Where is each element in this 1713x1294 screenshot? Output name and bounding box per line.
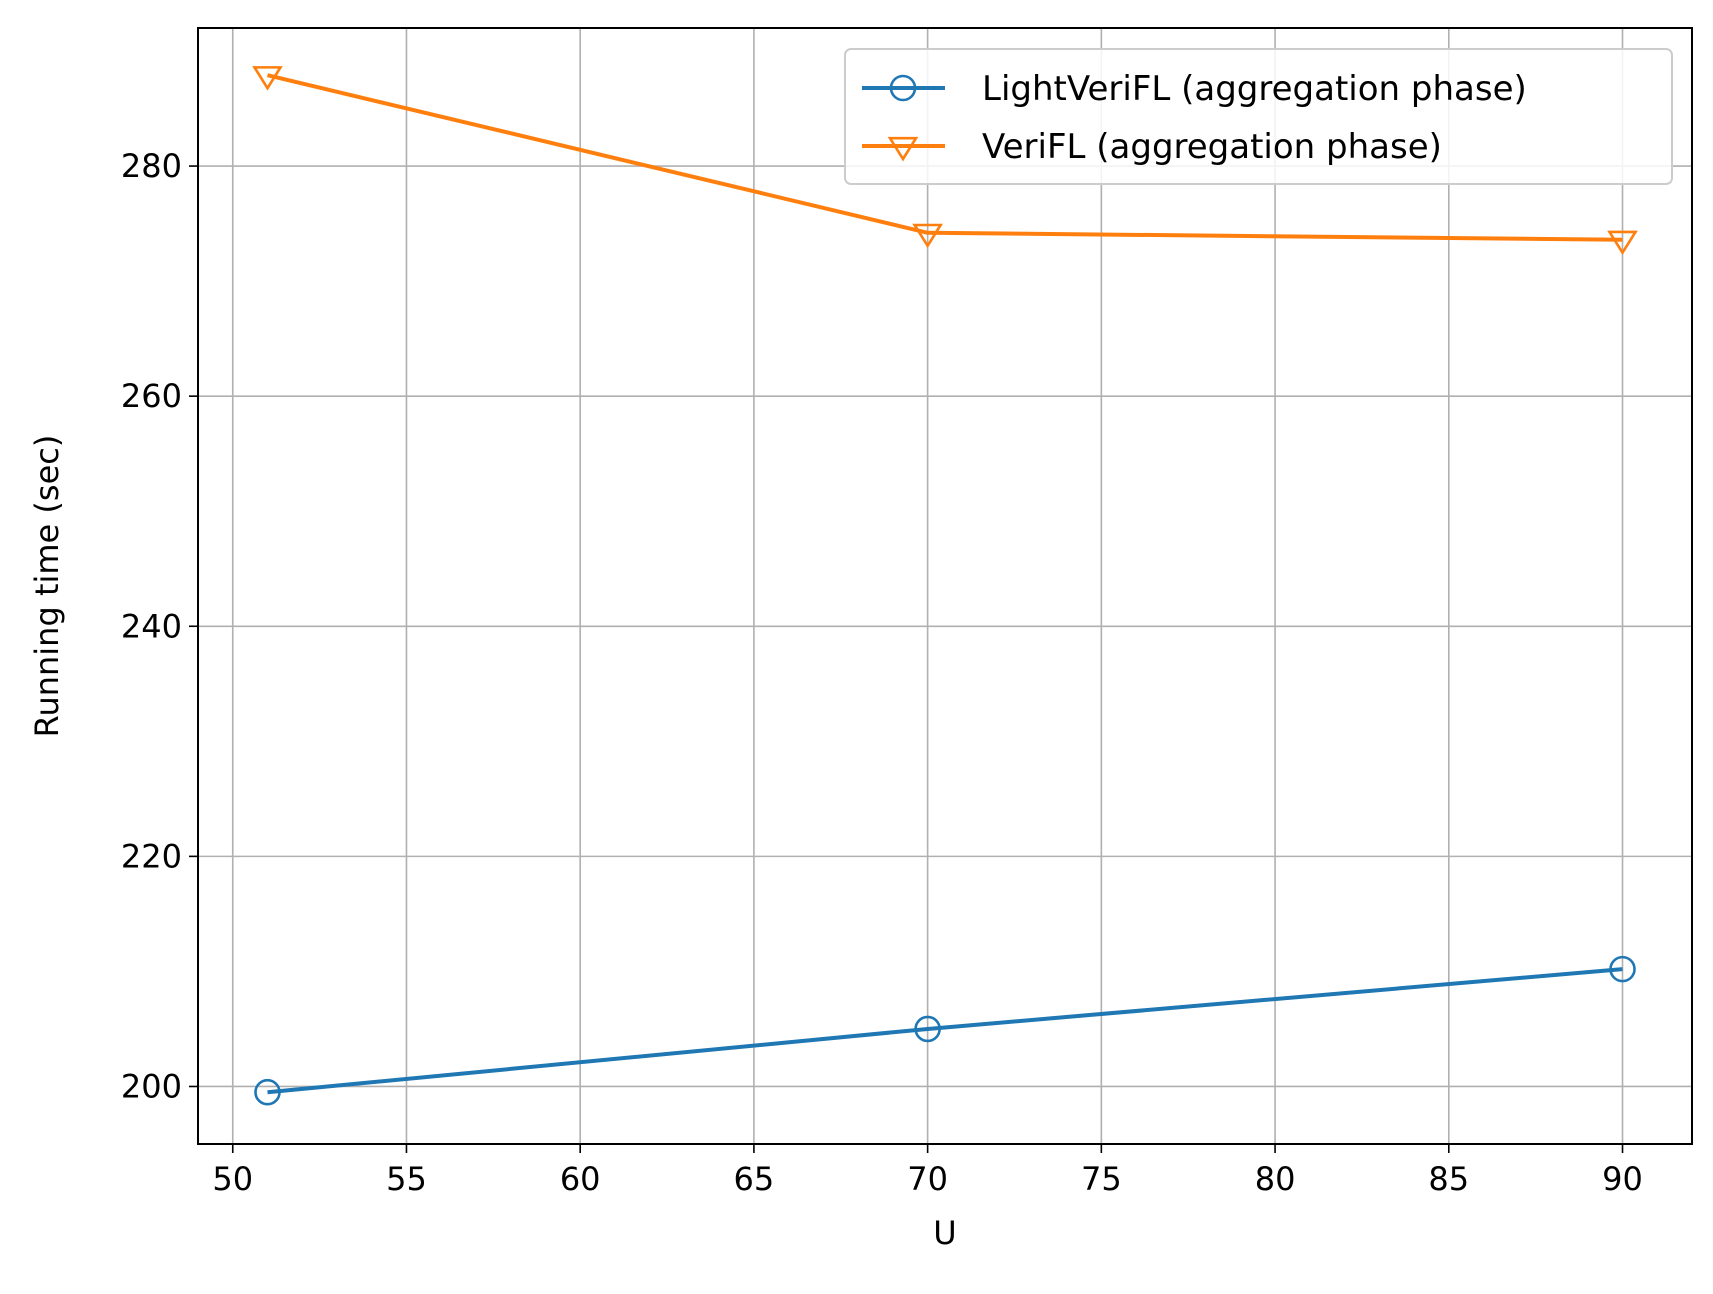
y-tick-label: 260 — [121, 377, 182, 415]
series-layer — [252, 66, 1638, 1106]
data-point — [1607, 230, 1638, 256]
x-tick-label: 60 — [560, 1160, 601, 1198]
y-tick-label: 240 — [121, 607, 182, 645]
data-point — [252, 66, 283, 91]
legend-marker — [887, 136, 919, 162]
x-axis-ticks: 50 55 60 65 70 75 80 85 90 — [212, 1144, 1643, 1198]
series-line — [267, 73, 1623, 242]
legend-marker — [889, 74, 917, 102]
legend-items: LightVeriFL (aggregation phase) VeriFL (a… — [862, 69, 1527, 167]
legend-item: LightVeriFL (aggregation phase) — [862, 69, 1527, 109]
y-tick-label: 200 — [121, 1067, 182, 1105]
legend-label: VeriFL (aggregation phase) — [982, 127, 1442, 167]
legend-box — [844, 48, 1673, 185]
series-group — [252, 66, 1638, 256]
x-tick-label: 55 — [386, 1160, 427, 1198]
legend-item: VeriFL (aggregation phase) — [862, 127, 1442, 167]
legend: LightVeriFL (aggregation phase) VeriFL (a… — [844, 48, 1673, 185]
data-point — [912, 223, 943, 249]
data-point — [254, 1078, 281, 1106]
x-axis-label: U — [933, 1214, 956, 1252]
data-point — [1609, 955, 1636, 983]
x-tick-label: 80 — [1255, 1160, 1296, 1198]
x-tick-label: 85 — [1428, 1160, 1469, 1198]
data-point — [914, 1015, 941, 1043]
x-tick-label: 50 — [212, 1160, 253, 1198]
x-tick-label: 75 — [1081, 1160, 1122, 1198]
y-axis-ticks: 200 220 240 260 280 — [121, 147, 198, 1105]
y-tick-label: 220 — [121, 837, 182, 875]
series-line — [267, 967, 1623, 1095]
x-tick-label: 90 — [1602, 1160, 1643, 1198]
plot-frame — [197, 27, 1693, 1145]
y-tick-label: 280 — [121, 147, 182, 185]
y-axis-label: Running time (sec) — [28, 435, 66, 738]
x-tick-label: 70 — [907, 1160, 948, 1198]
x-tick-label: 65 — [734, 1160, 775, 1198]
series-group — [254, 955, 1636, 1106]
legend-label: LightVeriFL (aggregation phase) — [982, 69, 1527, 109]
